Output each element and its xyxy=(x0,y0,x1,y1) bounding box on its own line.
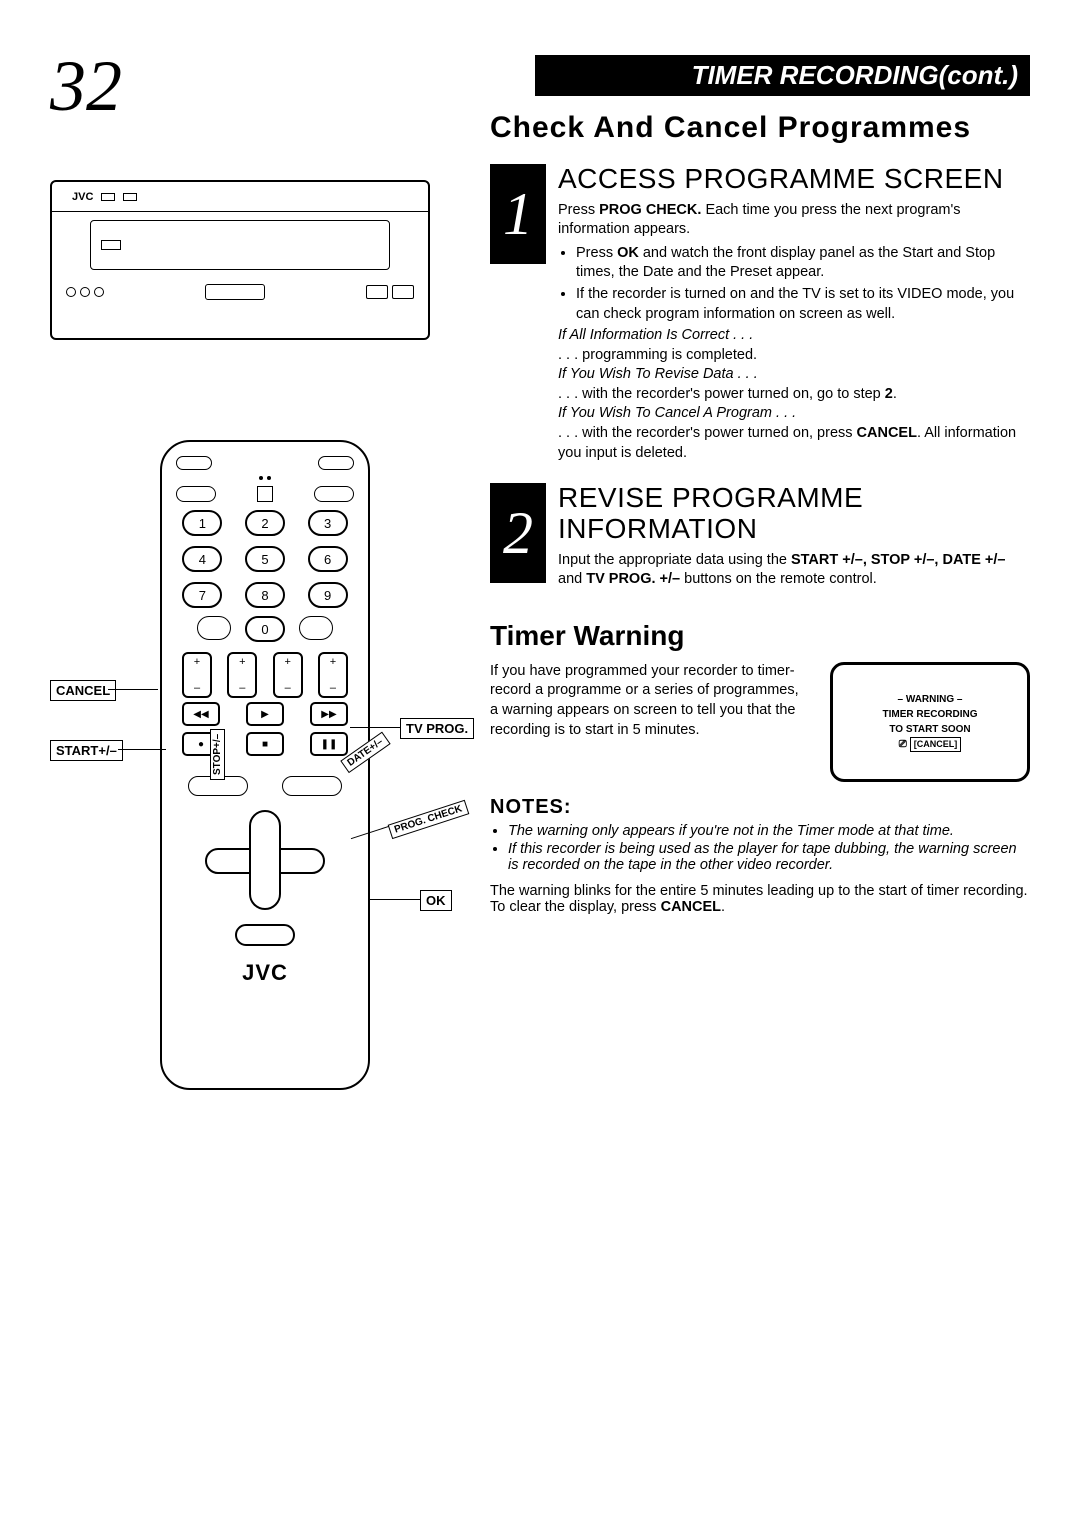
vcr-tape-slot xyxy=(90,220,390,270)
rew-btn: ◀◀ xyxy=(182,702,220,726)
num-1: 1 xyxy=(182,510,222,536)
step-2-title: REVISE PROGRAMME INFORMATION xyxy=(558,483,1030,545)
ff-btn: ▶▶ xyxy=(310,702,348,726)
final-text: The warning blinks for the entire 5 minu… xyxy=(490,883,1030,915)
section-title: Check And Cancel Programmes xyxy=(490,110,1030,146)
remote-illustration: 1 2 3 4 5 6 7 8 9 0 +– +– +– +– xyxy=(160,440,370,1090)
num-7: 7 xyxy=(182,582,222,608)
menu-btn xyxy=(235,924,295,946)
num-5: 5 xyxy=(245,546,285,572)
notes-title: NOTES: xyxy=(490,796,1030,819)
plus-btn: +– xyxy=(318,652,348,698)
header-bar: TIMER RECORDING(cont.) xyxy=(535,55,1030,95)
step-1: 1 ACCESS PROGRAMME SCREEN Press PROG CHE… xyxy=(490,164,1030,463)
step-2-text: Input the appropriate data using the STA… xyxy=(558,551,1030,590)
callout-ok: OK xyxy=(420,890,452,911)
step-1-title: ACCESS PROGRAMME SCREEN xyxy=(558,164,1030,195)
plus-btn: +– xyxy=(182,652,212,698)
num-2: 2 xyxy=(245,510,285,536)
timer-warning-row: If you have programmed your recorder to … xyxy=(490,662,1030,782)
callout-start: START+/– xyxy=(50,740,123,761)
callout-stop: STOP+/– xyxy=(210,729,225,780)
play-btn: ▶ xyxy=(246,702,284,726)
step-2-number: 2 xyxy=(490,483,546,583)
remote-brand: JVC xyxy=(176,960,354,986)
callout-progcheck: PROG. CHECK xyxy=(388,800,469,839)
vcr-indicator xyxy=(123,193,137,201)
plus-btn: +– xyxy=(227,652,257,698)
pause-btn: ❚❚ xyxy=(310,732,348,756)
callout-cancel: CANCEL xyxy=(50,680,116,701)
step-1-text: Press PROG CHECK. Each time you press th… xyxy=(558,201,1030,463)
remote-numpad: 1 2 3 4 5 6 7 8 9 xyxy=(176,510,354,608)
vcr-illustration: JVC xyxy=(50,180,430,340)
step-2: 2 REVISE PROGRAMME INFORMATION Input the… xyxy=(490,483,1030,590)
stop-btn: ■ xyxy=(246,732,284,756)
note-item: If this recorder is being used as the pl… xyxy=(508,841,1030,873)
right-column: Check And Cancel Programmes 1 ACCESS PRO… xyxy=(490,110,1030,915)
num-8: 8 xyxy=(245,582,285,608)
vcr-brand: JVC xyxy=(72,191,93,203)
page-number: 32 xyxy=(50,45,122,128)
dpad xyxy=(205,810,325,910)
num-3: 3 xyxy=(308,510,348,536)
oval-btn xyxy=(282,776,342,796)
vcr-jacks xyxy=(66,287,104,297)
num-4: 4 xyxy=(182,546,222,572)
remote-wrap: 1 2 3 4 5 6 7 8 9 0 +– +– +– +– xyxy=(50,440,480,1090)
num-6: 6 xyxy=(308,546,348,572)
num-0: 0 xyxy=(245,616,285,642)
vcr-indicator xyxy=(101,193,115,201)
callout-tvprog: TV PROG. xyxy=(400,718,474,739)
step-1-number: 1 xyxy=(490,164,546,264)
timer-warning-title: Timer Warning xyxy=(490,620,1030,652)
plus-btn: +– xyxy=(273,652,303,698)
warning-screen: – WARNING – TIMER RECORDING TO START SOO… xyxy=(830,662,1030,782)
num-9: 9 xyxy=(308,582,348,608)
notes-list: The warning only appears if you're not i… xyxy=(490,823,1030,873)
note-item: The warning only appears if you're not i… xyxy=(508,823,1030,839)
vcr-buttons xyxy=(366,285,414,299)
header-line xyxy=(535,94,1030,96)
left-column: JVC 1 2 3 4 5 6 7 8 9 xyxy=(50,180,480,1090)
vcr-display xyxy=(205,284,265,300)
timer-warning-text: If you have programmed your recorder to … xyxy=(490,662,810,740)
